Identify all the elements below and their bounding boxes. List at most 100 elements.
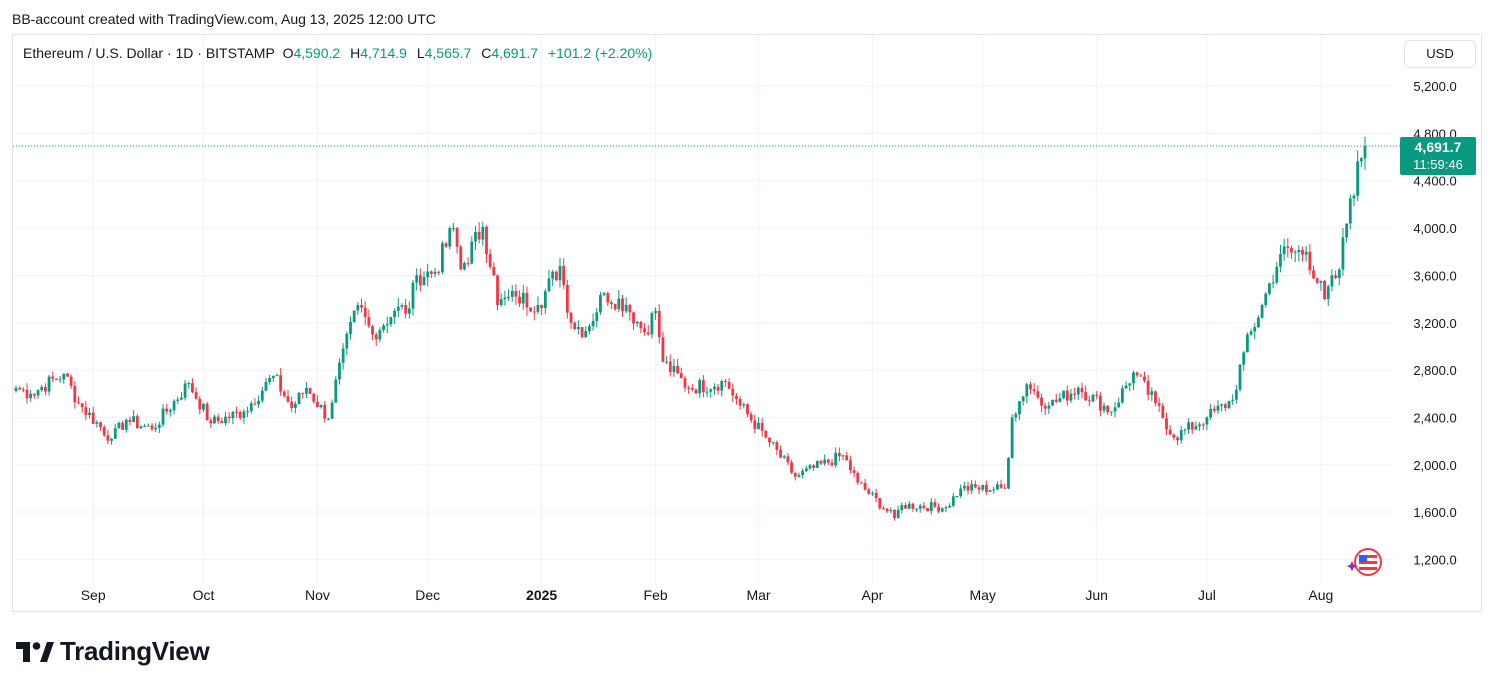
candle-body: [14, 387, 18, 391]
candle-body: [360, 304, 363, 308]
candle-body: [216, 416, 220, 422]
candle-body: [1231, 399, 1235, 401]
candle-body: [764, 430, 768, 438]
candle-body: [632, 312, 635, 324]
candle-body: [1227, 400, 1231, 409]
candle-body: [540, 304, 544, 309]
candle-body: [69, 376, 73, 386]
time-axis[interactable]: Sep Oct Nov Dec 2025 Feb Mar Apr May Jun Jul Aug: [81, 587, 1334, 603]
open-label: O: [282, 45, 294, 61]
candle-body: [1087, 400, 1091, 402]
price-axis[interactable]: 1,200.0 1,600.0 2,000.0 2,400.0 2,800.0 3,200…: [1413, 79, 1456, 568]
candle-body: [21, 389, 25, 391]
candle-body: [474, 231, 477, 242]
candle-body: [573, 322, 577, 329]
candle-body: [209, 420, 213, 424]
candle-body: [1109, 411, 1113, 413]
candle-body: [551, 271, 555, 279]
candle-body: [1293, 252, 1297, 254]
time-tick-label: 2025: [526, 587, 557, 603]
time-tick-label: Oct: [193, 587, 215, 603]
candle-body: [1249, 331, 1253, 335]
candle-body: [371, 326, 374, 335]
candle-body: [1271, 282, 1275, 284]
candle-body: [488, 253, 492, 267]
candle-body: [1135, 372, 1139, 376]
candle-body: [547, 278, 551, 292]
candle-body: [624, 304, 628, 312]
candle-body: [959, 488, 963, 496]
candle-body: [1334, 275, 1337, 278]
candle-body: [455, 228, 459, 247]
candle-body: [529, 307, 533, 312]
symbol-title[interactable]: Ethereum / U.S. Dollar · 1D · BITSTAMP: [23, 45, 275, 61]
candle-body: [25, 389, 29, 399]
candle-body: [77, 402, 80, 404]
candle-body: [727, 381, 731, 389]
candle-body: [1337, 269, 1341, 278]
candle-body: [705, 391, 709, 393]
candle-body: [1257, 317, 1260, 328]
candle-body: [1018, 401, 1021, 415]
open-value: 4,590.2: [293, 45, 341, 61]
candle-body: [668, 361, 672, 372]
candle-body: [389, 316, 393, 325]
candle-body: [1315, 278, 1319, 283]
close-value: 4,691.7: [491, 45, 539, 61]
candle-body: [988, 490, 992, 492]
candle-body: [562, 265, 566, 285]
price-tick-label: 2,800.0: [1413, 363, 1456, 378]
candle-body: [996, 484, 999, 490]
candle-body: [900, 505, 904, 511]
us-flag-event-icon[interactable]: [1346, 548, 1382, 576]
candle-body: [852, 470, 856, 473]
candle-body: [779, 450, 782, 458]
candle-body: [1036, 391, 1040, 398]
candle-body: [242, 411, 246, 419]
candle-body: [893, 509, 896, 519]
candle-body: [1198, 424, 1201, 427]
candle-body: [1345, 223, 1349, 238]
candle-body: [492, 266, 496, 276]
candle-body: [1150, 391, 1154, 395]
candle-body: [113, 428, 117, 439]
candle-body: [1187, 422, 1190, 430]
candle-body: [62, 373, 66, 380]
grid-lines: [13, 36, 1393, 584]
candle-body: [1183, 429, 1187, 431]
close-label: C: [481, 45, 492, 61]
candle-body: [1084, 392, 1088, 401]
candle-body: [683, 378, 687, 388]
candle-body: [1301, 249, 1304, 255]
currency-button[interactable]: USD: [1404, 40, 1476, 68]
candle-body: [724, 380, 727, 382]
tradingview-logo-icon: [16, 641, 54, 662]
candle-body: [356, 304, 360, 311]
candle-body: [202, 403, 205, 410]
candle-body: [312, 393, 316, 402]
candle-body: [621, 298, 624, 312]
time-tick-label: Aug: [1308, 587, 1333, 603]
candle-body: [735, 395, 738, 400]
candle-body: [1245, 334, 1249, 353]
candle-body: [1047, 405, 1051, 409]
candle-body: [815, 461, 819, 468]
candle-body: [352, 310, 356, 322]
candle-body: [841, 455, 845, 457]
candle-body: [1308, 251, 1312, 271]
candle-body: [264, 382, 268, 391]
candle-body: [1223, 404, 1227, 409]
candle-body: [1065, 390, 1069, 401]
candle-body: [580, 327, 584, 338]
candle-body: [1073, 393, 1077, 395]
candle-body: [275, 375, 279, 377]
candle-body: [543, 291, 547, 309]
candle-body: [161, 408, 165, 425]
candle-body: [525, 292, 529, 308]
chart-caption: BB-account created with TradingView.com,…: [12, 11, 436, 27]
low-label: L: [416, 45, 425, 61]
tradingview-logo[interactable]: TradingView: [16, 636, 210, 667]
candle-body: [863, 483, 867, 490]
candle-body: [1253, 327, 1257, 332]
